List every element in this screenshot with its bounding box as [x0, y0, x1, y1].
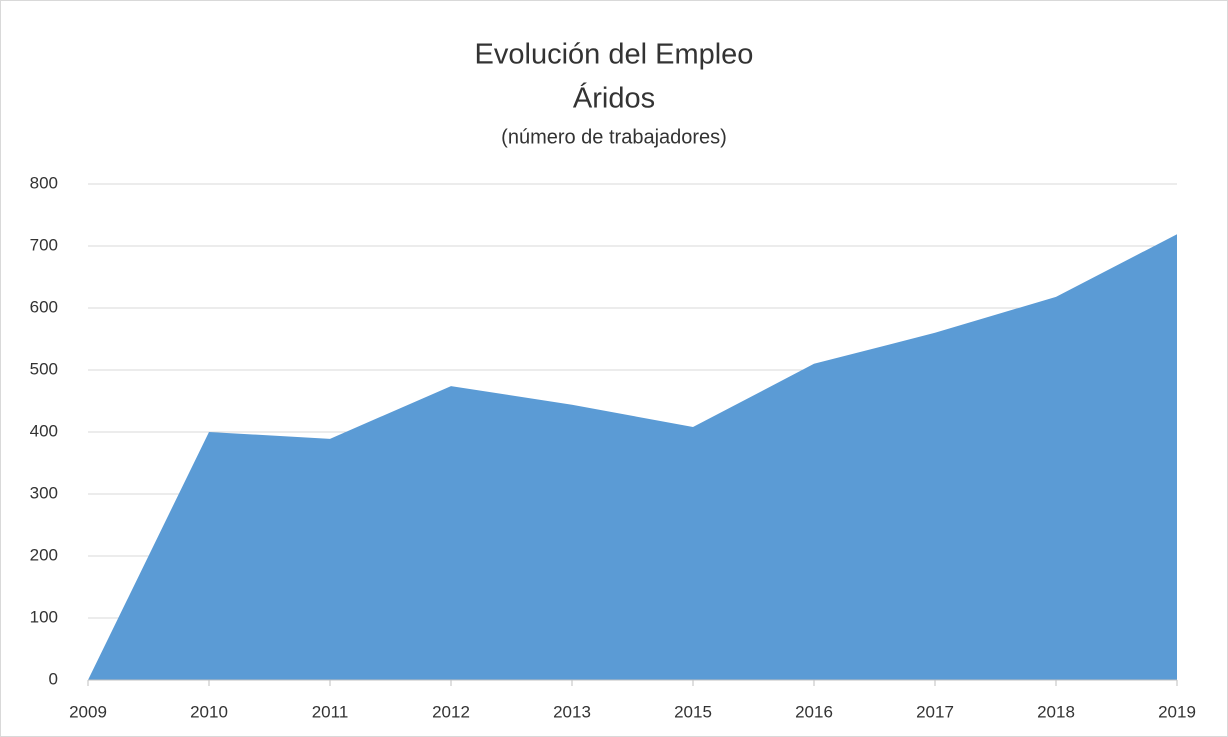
- y-tick-label: 100: [30, 607, 58, 626]
- x-tick-label: 2013: [553, 702, 591, 721]
- x-tick-label: 2011: [312, 702, 349, 721]
- chart-title: Evolución del Empleo: [475, 39, 754, 71]
- x-tick-label: 2018: [1037, 702, 1075, 721]
- x-tick-label: 2019: [1158, 702, 1196, 721]
- area: [88, 234, 1177, 680]
- y-tick-label: 400: [30, 421, 58, 440]
- x-tick-label: 2012: [432, 702, 470, 721]
- y-tick-label: 700: [30, 235, 58, 254]
- chart-subtitle: Áridos: [573, 82, 655, 115]
- y-tick-label: 300: [30, 483, 58, 502]
- x-tick-label: 2010: [190, 702, 228, 721]
- y-tick-label: 800: [30, 173, 58, 192]
- x-tick-label: 2016: [795, 702, 833, 721]
- y-tick-label: 500: [30, 359, 58, 378]
- unit-label: (número de trabajadores): [501, 126, 727, 148]
- x-tick-label: 2009: [69, 702, 107, 721]
- y-tick-label: 600: [30, 297, 58, 316]
- x-tick-label: 2017: [916, 702, 954, 721]
- x-tick-label: 2015: [674, 702, 712, 721]
- y-tick-label: 200: [30, 545, 58, 564]
- y-tick-label: 0: [49, 669, 58, 688]
